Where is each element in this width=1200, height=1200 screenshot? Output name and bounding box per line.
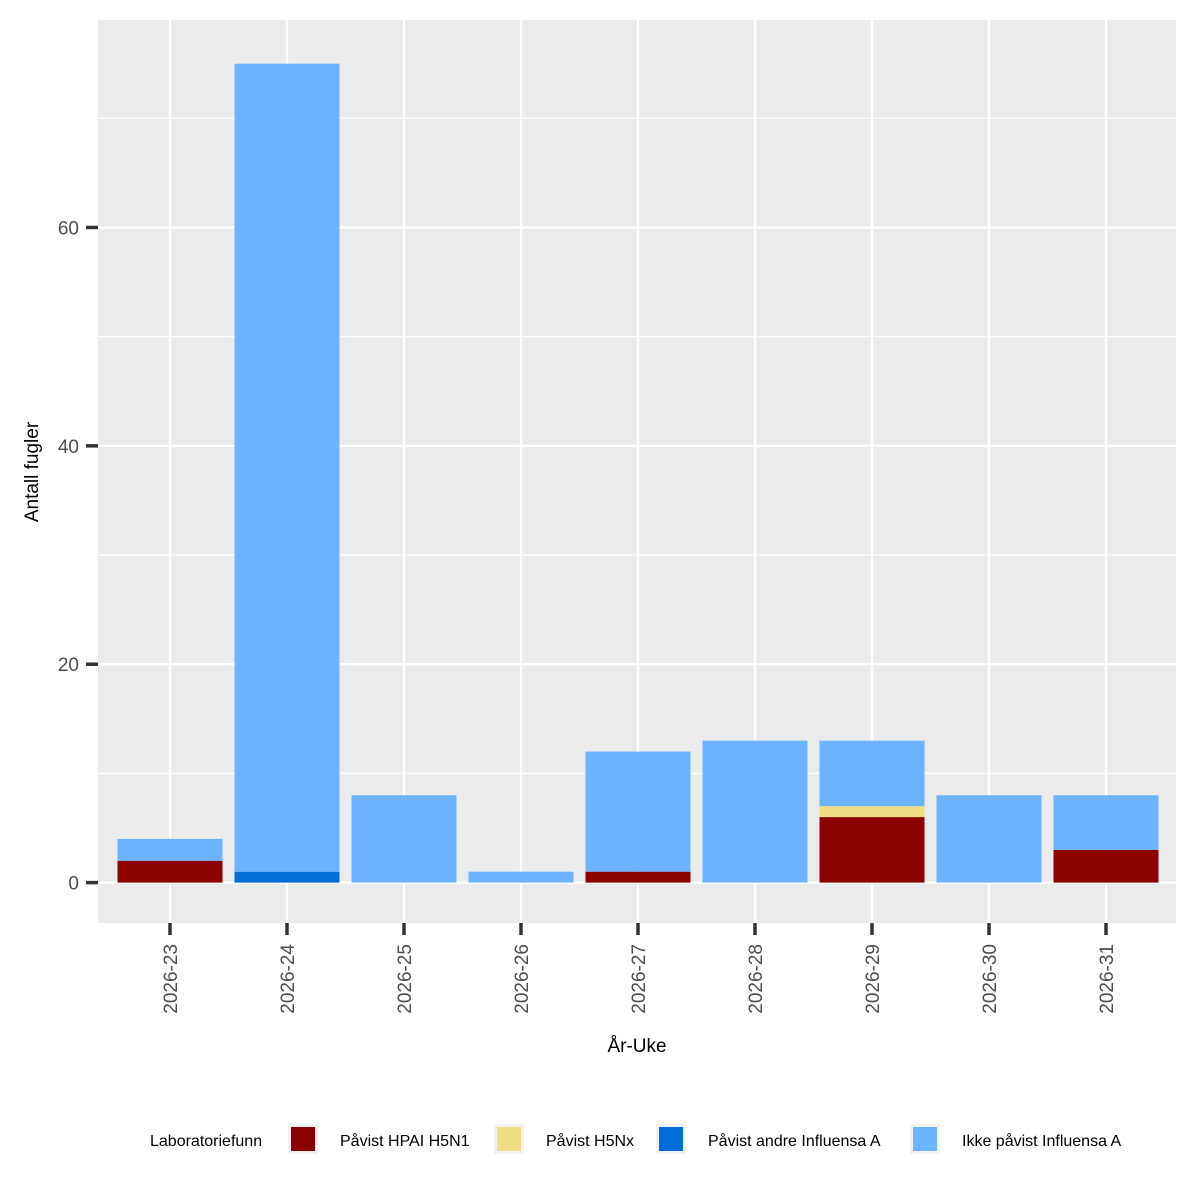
y-axis: 0 20 40 60 xyxy=(58,218,98,895)
x-tick-label: 2026-26 xyxy=(512,944,533,1014)
legend-label: Påvist andre Influensa A xyxy=(708,1132,881,1150)
x-tick-label: 2026-23 xyxy=(161,944,182,1014)
bar-segment xyxy=(1053,849,1159,883)
bar-segment xyxy=(819,806,925,818)
bar-segment xyxy=(468,871,574,883)
bar-segment xyxy=(234,63,340,872)
y-tick-label: 20 xyxy=(58,655,79,676)
bar-segment xyxy=(117,860,223,883)
bar-segment xyxy=(585,751,691,872)
legend: Laboratoriefunn Påvist HPAI H5N1 Påvist H… xyxy=(150,1124,1122,1154)
bar-segment xyxy=(819,740,925,807)
bar-segment xyxy=(351,795,457,883)
bar-segment xyxy=(1053,795,1159,850)
legend-label: Påvist H5Nx xyxy=(546,1132,634,1150)
x-tick-label: 2026-27 xyxy=(629,944,650,1014)
bars xyxy=(117,63,1159,883)
x-axis-title: År-Uke xyxy=(607,1036,666,1057)
legend-title: Laboratoriefunn xyxy=(150,1133,262,1150)
bar-segment xyxy=(234,871,340,883)
legend-swatch xyxy=(659,1127,683,1151)
bar-segment xyxy=(936,795,1042,883)
bar-segment xyxy=(819,817,925,883)
y-tick-label: 0 xyxy=(68,874,79,895)
x-tick-label: 2026-30 xyxy=(980,944,1001,1014)
legend-swatch xyxy=(913,1127,937,1151)
legend-label: Påvist HPAI H5N1 xyxy=(340,1132,470,1150)
y-tick-label: 40 xyxy=(58,437,79,458)
legend-swatch xyxy=(497,1127,521,1151)
y-axis-title: Antall fugler xyxy=(22,421,43,522)
legend-label: Ikke påvist Influensa A xyxy=(962,1132,1122,1150)
x-tick-label: 2026-28 xyxy=(746,944,767,1014)
x-tick-label: 2026-24 xyxy=(278,944,299,1014)
bar-segment xyxy=(702,740,808,883)
x-axis: 2026-23 2026-24 2026-25 2026-26 2026-27 2026-… xyxy=(161,923,1118,1014)
legend-swatch xyxy=(291,1127,315,1151)
x-tick-label: 2026-31 xyxy=(1097,944,1118,1014)
x-tick-label: 2026-29 xyxy=(863,944,884,1014)
bar-segment xyxy=(117,838,223,861)
bar-segment xyxy=(585,871,691,883)
y-tick-label: 60 xyxy=(58,218,79,239)
x-tick-label: 2026-25 xyxy=(395,944,416,1014)
